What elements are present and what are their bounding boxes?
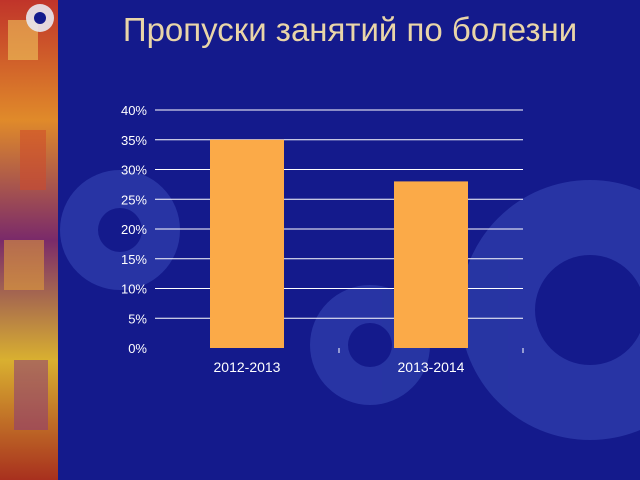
y-tick-label: 35%	[121, 133, 147, 148]
chart-bars	[210, 139, 468, 348]
x-axis-labels: 2012-2013 2013-2014	[214, 359, 465, 375]
slide-title: Пропуски занятий по болезни	[122, 11, 578, 48]
bar-2013-2014	[394, 181, 468, 348]
y-axis-ticks: 0% 5% 10% 15% 20% 25% 30% 35% 40%	[121, 103, 147, 356]
y-tick-label: 30%	[121, 163, 147, 178]
y-tick-label: 5%	[128, 311, 147, 326]
bar-2012-2013	[210, 139, 284, 348]
x-category-label: 2012-2013	[214, 359, 281, 375]
y-tick-label: 20%	[121, 222, 147, 237]
y-tick-label: 10%	[121, 282, 147, 297]
y-tick-label: 25%	[121, 192, 147, 207]
x-category-label: 2013-2014	[398, 359, 465, 375]
y-tick-label: 0%	[128, 341, 147, 356]
decorative-gear-hub-icon	[98, 208, 640, 367]
y-tick-label: 15%	[121, 252, 147, 267]
y-tick-label: 40%	[121, 103, 147, 118]
